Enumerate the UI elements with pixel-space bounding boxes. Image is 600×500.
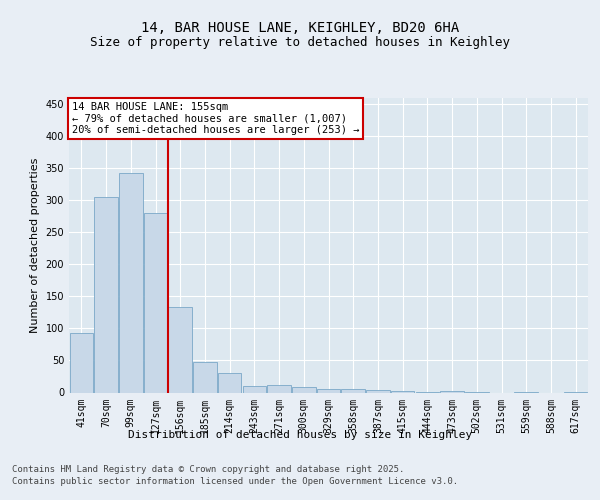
Bar xyxy=(218,372,241,392)
Y-axis label: Number of detached properties: Number of detached properties xyxy=(30,158,40,332)
Bar xyxy=(341,390,365,392)
Bar xyxy=(391,391,415,392)
Bar xyxy=(292,388,316,392)
Bar xyxy=(70,333,93,392)
Bar xyxy=(317,388,340,392)
Bar xyxy=(242,386,266,392)
Text: Contains public sector information licensed under the Open Government Licence v3: Contains public sector information licen… xyxy=(12,476,458,486)
Bar xyxy=(144,213,167,392)
Text: Size of property relative to detached houses in Keighley: Size of property relative to detached ho… xyxy=(90,36,510,49)
Bar xyxy=(169,307,192,392)
Text: Distribution of detached houses by size in Keighley: Distribution of detached houses by size … xyxy=(128,430,472,440)
Bar xyxy=(268,386,291,392)
Bar xyxy=(366,390,389,392)
Bar xyxy=(94,197,118,392)
Bar xyxy=(193,362,217,392)
Bar xyxy=(440,391,464,392)
Text: Contains HM Land Registry data © Crown copyright and database right 2025.: Contains HM Land Registry data © Crown c… xyxy=(12,464,404,473)
Bar xyxy=(119,172,143,392)
Text: 14, BAR HOUSE LANE, KEIGHLEY, BD20 6HA: 14, BAR HOUSE LANE, KEIGHLEY, BD20 6HA xyxy=(141,20,459,34)
Text: 14 BAR HOUSE LANE: 155sqm
← 79% of detached houses are smaller (1,007)
20% of se: 14 BAR HOUSE LANE: 155sqm ← 79% of detac… xyxy=(71,102,359,135)
